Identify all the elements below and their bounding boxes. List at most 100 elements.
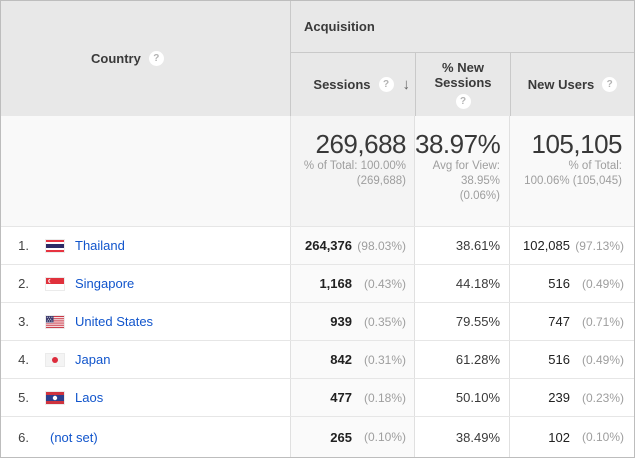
- sessions-total-detail: (269,688): [356, 175, 406, 187]
- new-users-percent: (0.23%): [581, 390, 624, 405]
- new-users-percent: (0.10%): [581, 430, 624, 444]
- country-flag-icon: [46, 239, 64, 252]
- country-cell: 2. Singapore: [1, 265, 290, 302]
- new-users-value: 102: [548, 429, 570, 445]
- new-sessions-value: 38.61%: [455, 238, 500, 253]
- help-icon[interactable]: ?: [455, 94, 471, 109]
- country-flag-icon: [46, 353, 64, 366]
- table-header: Country ? Acquisition Sessions ? ↓ % New…: [1, 1, 634, 116]
- new-users-cell: 102,085 (97.13%): [509, 227, 634, 264]
- rank-label: 3.: [18, 314, 29, 329]
- sessions-value: 264,376: [305, 238, 352, 253]
- new-sessions-column-header[interactable]: % New Sessions ?: [415, 53, 510, 116]
- new-sessions-avg-detail: 38.95%: [460, 175, 500, 187]
- new-sessions-value: 61.28%: [455, 352, 500, 367]
- country-column-header[interactable]: Country ?: [1, 1, 290, 116]
- new-sessions-cell: 50.10%: [414, 379, 509, 416]
- new-sessions-avg-detail: Avg for View:: [432, 160, 500, 172]
- country-cell: 5. Laos: [1, 379, 290, 416]
- sessions-value: 477: [330, 390, 352, 405]
- table-row: 6. (not set) 265 (0.10%) 38.49% 102 (0.1…: [1, 416, 634, 457]
- summary-row: 269,688 % of Total: 100.00% (269,688) 38…: [1, 116, 634, 226]
- sessions-cell: 939 (0.35%): [290, 303, 414, 340]
- sessions-column-header[interactable]: Sessions ? ↓: [291, 53, 415, 116]
- rank-label: 4.: [18, 352, 29, 367]
- new-sessions-cell: 44.18%: [414, 265, 509, 302]
- new-sessions-column-label: % New Sessions: [434, 60, 492, 90]
- sessions-value: 939: [330, 314, 352, 329]
- new-users-percent: (0.71%): [581, 314, 624, 329]
- sessions-total-value: 269,688: [315, 129, 407, 159]
- rank-label: 1.: [18, 238, 29, 253]
- new-users-cell: 102 (0.10%): [509, 417, 634, 457]
- sessions-percent: (98.03%): [357, 238, 406, 253]
- table-row: 4. Japan 842 (0.31%) 61.28% 516 (0.49%): [1, 340, 634, 378]
- new-users-value: 516: [548, 276, 570, 291]
- sessions-cell: 842 (0.31%): [290, 341, 414, 378]
- new-users-cell: 516 (0.49%): [509, 341, 634, 378]
- new-sessions-value: 38.49%: [455, 429, 500, 445]
- country-link[interactable]: Japan: [75, 352, 111, 367]
- new-sessions-cell: 61.28%: [414, 341, 509, 378]
- metric-headers: Sessions ? ↓ % New Sessions ? New Users …: [291, 53, 634, 116]
- new-users-value: 747: [548, 314, 570, 329]
- new-users-total-detail: % of Total:: [568, 160, 623, 172]
- new-sessions-value: 50.10%: [455, 390, 500, 405]
- summary-sessions-cell: 269,688 % of Total: 100.00% (269,688): [290, 116, 414, 226]
- new-sessions-cell: 38.49%: [414, 417, 509, 457]
- new-users-column-label: New Users: [527, 77, 595, 92]
- acquisition-header-group: Acquisition Sessions ? ↓ % New Sessions …: [290, 1, 634, 116]
- country-link[interactable]: Laos: [75, 390, 104, 405]
- country-cell: 3. United States: [1, 303, 290, 340]
- sessions-percent: (0.31%): [363, 352, 406, 367]
- country-link[interactable]: (not set): [50, 429, 98, 445]
- acquisition-header: Acquisition: [291, 1, 634, 53]
- sessions-cell: 264,376 (98.03%): [290, 227, 414, 264]
- table-row: 3. United States 939 (0.35%) 79.55% 747 …: [1, 302, 634, 340]
- summary-new-sessions-cell: 38.97% Avg for View: 38.95% (0.06%): [414, 116, 509, 226]
- country-cell: 1. Thailand: [1, 227, 290, 264]
- new-sessions-avg-detail: (0.06%): [459, 190, 500, 202]
- table-row: 1. Thailand 264,376 (98.03%) 38.61% 102,…: [1, 226, 634, 264]
- country-cell: 4. Japan: [1, 341, 290, 378]
- new-sessions-value: 44.18%: [455, 276, 500, 291]
- new-users-column-header[interactable]: New Users ?: [510, 53, 634, 116]
- new-users-cell: 239 (0.23%): [509, 379, 634, 416]
- table-row: 2. Singapore 1,168 (0.43%) 44.18% 516 (0…: [1, 264, 634, 302]
- table-body: 1. Thailand 264,376 (98.03%) 38.61% 102,…: [1, 226, 634, 457]
- new-users-cell: 747 (0.71%): [509, 303, 634, 340]
- new-users-value: 102,085: [523, 238, 570, 253]
- sessions-value: 265: [330, 429, 352, 445]
- new-users-percent: (97.13%): [575, 238, 624, 253]
- sessions-total-detail: % of Total: 100.00%: [303, 160, 406, 172]
- rank-label: 5.: [18, 390, 29, 405]
- sessions-percent: (0.10%): [363, 430, 406, 444]
- sessions-column-label: Sessions: [313, 77, 371, 92]
- sessions-cell: 477 (0.18%): [290, 379, 414, 416]
- country-flag-icon: [46, 391, 64, 404]
- sort-descending-icon: ↓: [402, 76, 411, 93]
- sessions-percent: (0.43%): [363, 276, 406, 291]
- new-users-value: 239: [548, 390, 570, 405]
- summary-country-cell: [1, 116, 290, 226]
- help-icon[interactable]: ?: [378, 77, 394, 92]
- rank-label: 6.: [18, 429, 29, 445]
- new-users-total-value: 105,105: [531, 129, 623, 159]
- new-users-cell: 516 (0.49%): [509, 265, 634, 302]
- table-row: 5. Laos 477 (0.18%) 50.10% 239 (0.23%): [1, 378, 634, 416]
- new-sessions-cell: 79.55%: [414, 303, 509, 340]
- sessions-percent: (0.35%): [363, 314, 406, 329]
- new-sessions-value: 79.55%: [455, 314, 500, 329]
- country-column-label: Country: [91, 51, 141, 66]
- country-flag-icon: [46, 315, 64, 328]
- rank-label: 2.: [18, 276, 29, 291]
- country-link[interactable]: Thailand: [75, 238, 125, 253]
- new-users-percent: (0.49%): [581, 276, 624, 291]
- country-link[interactable]: United States: [75, 314, 154, 329]
- country-flag-icon: [46, 277, 64, 290]
- country-link[interactable]: Singapore: [75, 276, 135, 291]
- help-icon[interactable]: ?: [602, 77, 618, 92]
- new-sessions-avg-value: 38.97%: [415, 129, 501, 159]
- help-icon[interactable]: ?: [148, 51, 164, 66]
- summary-new-users-cell: 105,105 % of Total: 100.06% (105,045): [509, 116, 634, 226]
